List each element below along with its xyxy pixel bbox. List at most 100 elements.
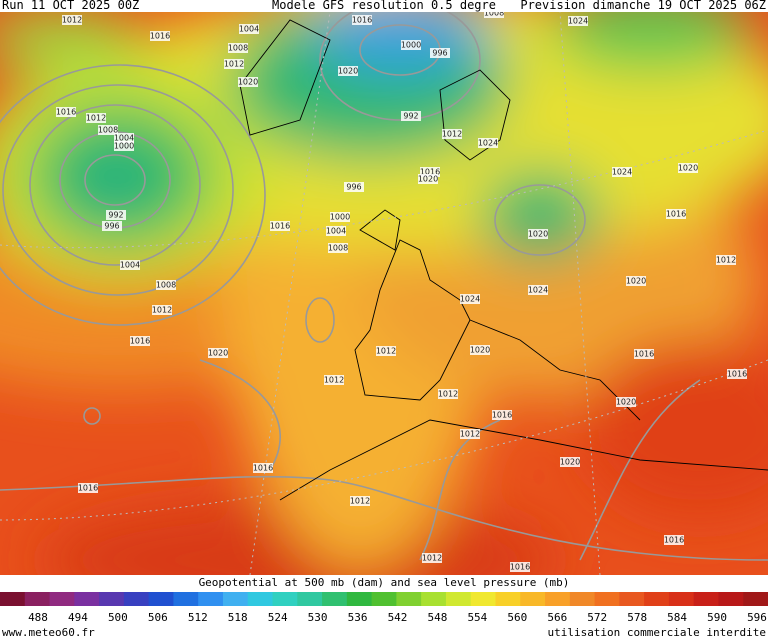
- isobar-label: 1012: [152, 306, 172, 315]
- isobar-label-bg: [120, 260, 140, 270]
- isobar-label: 1016: [78, 484, 98, 493]
- isobar-label: 1020: [616, 398, 636, 407]
- isobar-label-bg: [328, 243, 348, 253]
- colorbar-label: 536: [348, 611, 368, 624]
- isobar-label: 1004: [114, 134, 134, 143]
- isobar-label: 1012: [324, 376, 344, 385]
- isobar-label-bg: [430, 48, 450, 58]
- isobar-label-bg: [612, 167, 632, 177]
- isobar-label-bg: [130, 336, 150, 346]
- colorbar-swatch: [173, 592, 199, 606]
- isobar-label: 1000: [401, 41, 421, 50]
- isobar-label: 1016: [352, 16, 372, 25]
- isobar-label-bg: [664, 535, 684, 545]
- isobar-label: 1020: [528, 230, 548, 239]
- isobar-label: 1012: [716, 256, 736, 265]
- run-label: Run 11 OCT 2025 00Z: [2, 0, 139, 12]
- isobar-label: 1000: [330, 213, 350, 222]
- isobar-label: 1016: [253, 464, 273, 473]
- isobar-label-bg: [326, 226, 346, 236]
- isobar-label: 1016: [664, 536, 684, 545]
- isobar-label: 1020: [678, 164, 698, 173]
- colorbar-swatch: [297, 592, 323, 606]
- usage-label: utilisation commerciale interdite: [547, 626, 766, 639]
- isobar-label-bg: [352, 15, 372, 25]
- colorbar-swatch: [470, 592, 496, 606]
- colorbar-label: 560: [507, 611, 527, 624]
- colorbar-swatch: [421, 592, 447, 606]
- isobar-label-bg: [560, 457, 580, 467]
- isobar-label-bg: [150, 31, 170, 41]
- isobar-label: 1016: [56, 108, 76, 117]
- colorbar-swatch: [99, 592, 125, 606]
- isobar-label-bg: [460, 429, 480, 439]
- isobar-label-bg: [338, 66, 358, 76]
- isobar-label-bg: [224, 59, 244, 69]
- isobar-label: 1016: [420, 168, 440, 177]
- isobar-label: 1008: [228, 44, 248, 53]
- isobar-label-bg: [438, 389, 458, 399]
- colorbar-label: 548: [428, 611, 448, 624]
- isobar-label-bg: [106, 210, 126, 220]
- isobar-label: 1024: [460, 295, 480, 304]
- colorbar-label: 494: [68, 611, 88, 624]
- colorbar: [0, 592, 768, 606]
- colorbar-swatch: [272, 592, 298, 606]
- colorbar-label: 512: [188, 611, 208, 624]
- isobar-label-bg: [401, 40, 421, 50]
- colorbar-swatch: [594, 592, 620, 606]
- isobar-label: 992: [108, 211, 123, 220]
- isobar-label: 1020: [208, 349, 228, 358]
- isobar-label: 1012: [350, 497, 370, 506]
- colorbar-swatch: [520, 592, 546, 606]
- isobar-label: 1012: [438, 390, 458, 399]
- isobar-label-bg: [270, 221, 290, 231]
- isobar-label-bg: [528, 285, 548, 295]
- isobar-label: 1016: [130, 337, 150, 346]
- colorbar-label: 566: [547, 611, 567, 624]
- map: 1012101610041008101210201016101210081004…: [0, 12, 768, 575]
- colorbar-swatch: [74, 592, 100, 606]
- isobar-label: 1020: [560, 458, 580, 467]
- isobar-label-bg: [492, 410, 512, 420]
- isobar-label-bg: [253, 463, 273, 473]
- isobar-label: 1012: [62, 16, 82, 25]
- colorbar-labels: 488 494 500 506 512 518 524 530 536 542 548 554 560 5…: [28, 611, 767, 624]
- isobar-label: 1016: [634, 350, 654, 359]
- colorbar-swatch: [668, 592, 695, 606]
- colorbar-label: 584: [667, 611, 687, 624]
- isobar-label-bg: [152, 305, 172, 315]
- isobar-label-bg: [484, 12, 504, 18]
- isobar-label-bg: [78, 483, 98, 493]
- isobar-label-bg: [330, 212, 350, 222]
- isobar-label: 1004: [326, 227, 346, 236]
- isobar-label-bg: [442, 129, 462, 139]
- isobar-label-bg: [62, 15, 82, 25]
- isobar-label: 1020: [626, 277, 646, 286]
- isobar-label: 1020: [338, 67, 358, 76]
- isobar-label: 992: [403, 112, 418, 121]
- isobar-label-bg: [418, 174, 438, 184]
- isobar-label: 1016: [510, 563, 530, 572]
- isobar-label: 996: [346, 183, 361, 192]
- colorbar-label: 542: [388, 611, 408, 624]
- colorbar-swatch: [396, 592, 422, 606]
- isobar-label: 1000: [114, 142, 134, 151]
- colorbar-swatch: [0, 592, 26, 606]
- isobar-label-bg: [98, 125, 118, 135]
- isobar-label: 1004: [239, 25, 259, 34]
- isobar-label: 1016: [270, 222, 290, 231]
- forecast-label: Prevision dimanche 19 OCT 2025 06Z: [520, 0, 766, 12]
- colorbar-label: 500: [108, 611, 128, 624]
- isobar-label: 1012: [422, 554, 442, 563]
- colorbar-swatch: [49, 592, 75, 606]
- isobar-label: 1016: [727, 370, 747, 379]
- colorbar-swatch: [222, 592, 249, 606]
- isobar-label: 1012: [442, 130, 462, 139]
- model-label: Modele GFS resolution 0.5 degre: [272, 0, 496, 12]
- colorbar-label: 578: [627, 611, 647, 624]
- isobar-label: 996: [104, 222, 119, 231]
- colorbar-label: 590: [707, 611, 727, 624]
- colorbar-swatch: [743, 592, 768, 606]
